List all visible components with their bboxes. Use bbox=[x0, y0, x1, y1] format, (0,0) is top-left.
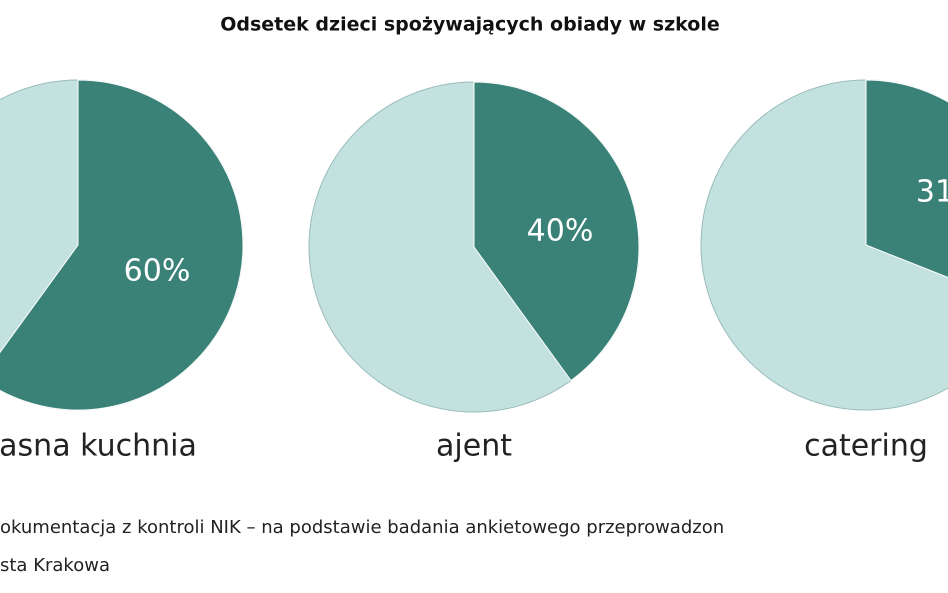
category-label: catering bbox=[804, 429, 928, 464]
footnote: sta Krakowa bbox=[0, 555, 110, 576]
value-label: 31 bbox=[916, 175, 948, 210]
pie-slice bbox=[473, 81, 640, 382]
category-label: asna kuchnia bbox=[0, 429, 197, 464]
pie-slice bbox=[0, 79, 244, 411]
chart-title: Odsetek dzieci spożywających obiady w sz… bbox=[220, 14, 719, 36]
category-label: ajent bbox=[436, 429, 512, 464]
footnote: okumentacja z kontroli NIK – na podstawi… bbox=[0, 517, 724, 538]
value-label: 60% bbox=[124, 254, 191, 289]
value-label: 40% bbox=[527, 214, 594, 249]
pie-slice bbox=[865, 79, 948, 279]
